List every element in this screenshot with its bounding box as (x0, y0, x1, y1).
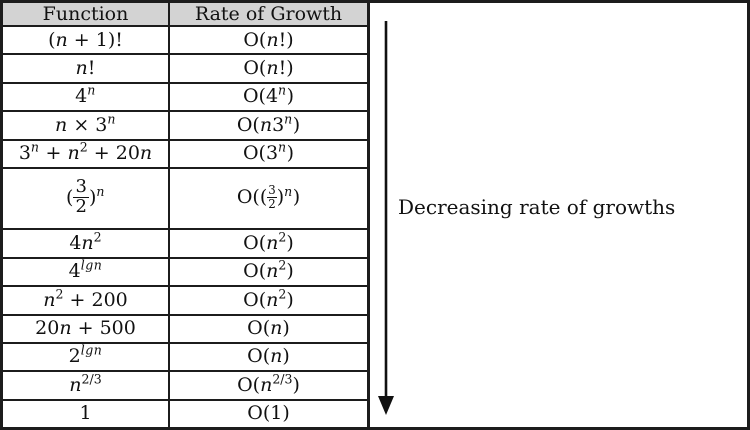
table-row: (3 2)n O((3 2)n) (3, 166, 368, 231)
growth-cell: O(3n) (168, 138, 368, 169)
table-row: n × 3n O(n3n) (3, 110, 368, 141)
decreasing-label: Decreasing rate of growths (398, 195, 676, 219)
function-cell: (n + 1)! (3, 24, 170, 56)
function-cell: 2lgn (3, 341, 170, 373)
growth-cell: O(1) (168, 398, 368, 427)
table-row: 1 O(1) (3, 398, 368, 427)
table-row: n! O(n!) (3, 53, 368, 84)
function-cell: 20n + 500 (3, 313, 170, 344)
growth-table-wrap: Function Rate of Growth (n + 1)! O(n!) n… (3, 3, 370, 427)
growth-cell: O(n) (168, 313, 368, 344)
column-header-rate-of-growth: Rate of Growth (168, 3, 368, 27)
function-cell: n × 3n (3, 110, 170, 141)
table-body: (n + 1)! O(n!) n! O(n!) 4n O(4n) n × 3n … (3, 24, 368, 427)
table-row: n2/3 O(n2/3) (3, 370, 368, 401)
function-cell: n! (3, 53, 170, 84)
growth-cell: O((3 2)n) (168, 166, 368, 231)
table-row: 2lgn O(n) (3, 341, 368, 373)
down-arrow-icon (378, 21, 394, 415)
function-cell: 4n2 (3, 228, 170, 259)
growth-cell: O(n2) (168, 285, 368, 316)
table-row: (n + 1)! O(n!) (3, 24, 368, 56)
growth-cell: O(n!) (168, 53, 368, 84)
growth-table: Function Rate of Growth (n + 1)! O(n!) n… (3, 3, 368, 427)
function-cell: 4lgn (3, 256, 170, 288)
column-header-function: Function (3, 3, 170, 27)
header-row: Function Rate of Growth (3, 3, 368, 27)
function-cell: 4n (3, 81, 170, 113)
function-cell: n2/3 (3, 370, 170, 401)
function-cell: (3 2)n (3, 166, 170, 231)
table-row: 4n2 O(n2) (3, 228, 368, 259)
growth-cell: O(n2) (168, 256, 368, 288)
growth-cell: O(4n) (168, 81, 368, 113)
table-row: 4lgn O(n2) (3, 256, 368, 288)
growth-cell: O(n2) (168, 228, 368, 259)
function-cell: 1 (3, 398, 170, 427)
growth-cell: O(n) (168, 341, 368, 373)
function-cell: n2 + 200 (3, 285, 170, 316)
growth-cell: O(n!) (168, 24, 368, 56)
table-row: 3n + n2 + 20n O(3n) (3, 138, 368, 169)
table-row: 4n O(4n) (3, 81, 368, 113)
growth-cell: O(n3n) (168, 110, 368, 141)
table-row: n2 + 200 O(n2) (3, 285, 368, 316)
growth-cell: O(n2/3) (168, 370, 368, 401)
table-row: 20n + 500 O(n) (3, 313, 368, 344)
function-cell: 3n + n2 + 20n (3, 138, 170, 169)
